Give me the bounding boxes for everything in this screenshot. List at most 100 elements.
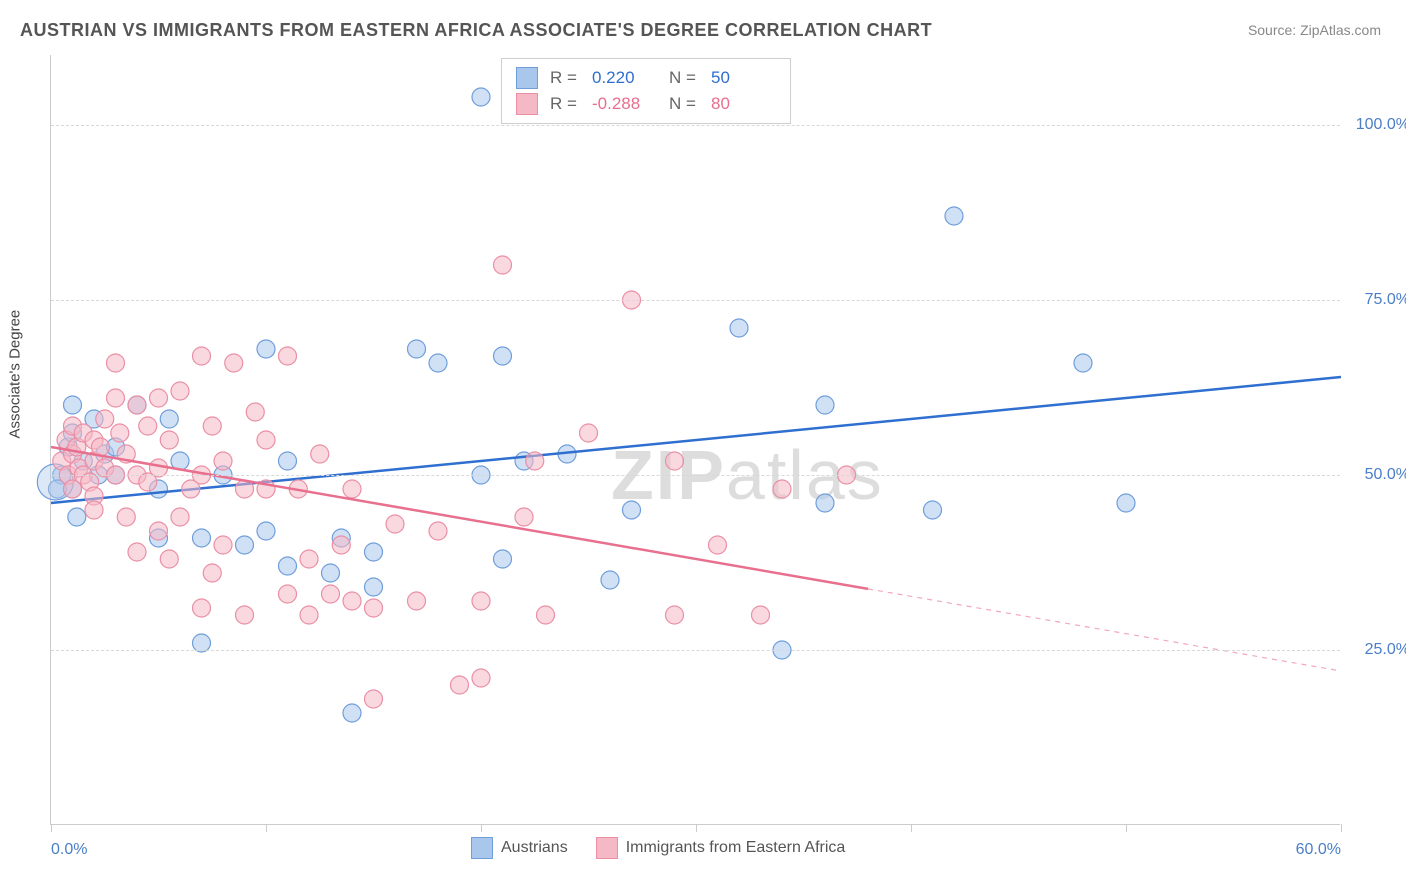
- legend-row-austrians: R = 0.220 N = 50: [516, 65, 776, 91]
- scatter-point: [365, 578, 383, 596]
- scatter-point: [279, 347, 297, 365]
- r-value-immigrants: -0.288: [592, 94, 657, 114]
- legend-label: Austrians: [501, 839, 568, 857]
- scatter-point: [322, 564, 340, 582]
- scatter-point: [171, 508, 189, 526]
- scatter-point: [171, 382, 189, 400]
- scatter-point: [494, 256, 512, 274]
- scatter-point: [193, 529, 211, 547]
- scatter-point: [300, 550, 318, 568]
- scatter-point: [623, 501, 641, 519]
- x-tick: [696, 824, 697, 832]
- scatter-point: [68, 508, 86, 526]
- scatter-point: [246, 403, 264, 421]
- scatter-point: [257, 431, 275, 449]
- scatter-point: [494, 347, 512, 365]
- scatter-point: [107, 389, 125, 407]
- scatter-point: [472, 88, 490, 106]
- scatter-point: [601, 571, 619, 589]
- series-legend: Austrians Immigrants from Eastern Africa: [471, 837, 845, 859]
- scatter-point: [666, 606, 684, 624]
- scatter-point: [64, 396, 82, 414]
- correlation-legend: R = 0.220 N = 50 R = -0.288 N = 80: [501, 58, 791, 124]
- y-tick-label: 75.0%: [1350, 291, 1406, 309]
- grid-line: [51, 125, 1340, 126]
- scatter-point: [322, 585, 340, 603]
- scatter-point: [193, 599, 211, 617]
- scatter-point: [472, 669, 490, 687]
- scatter-point: [451, 676, 469, 694]
- x-tick: [266, 824, 267, 832]
- scatter-point: [773, 480, 791, 498]
- swatch-icon: [596, 837, 618, 859]
- n-label: N =: [669, 68, 699, 88]
- scatter-point: [1074, 354, 1092, 372]
- legend-item-austrians: Austrians: [471, 837, 568, 859]
- scatter-point: [365, 690, 383, 708]
- scatter-point: [365, 599, 383, 617]
- n-label: N =: [669, 94, 699, 114]
- scatter-point: [279, 557, 297, 575]
- swatch-immigrants: [516, 93, 538, 115]
- r-value-austrians: 0.220: [592, 68, 657, 88]
- scatter-point: [311, 445, 329, 463]
- scatter-point: [214, 452, 232, 470]
- scatter-point: [96, 410, 114, 428]
- scatter-point: [117, 508, 135, 526]
- scatter-point: [494, 550, 512, 568]
- swatch-austrians: [516, 67, 538, 89]
- r-label: R =: [550, 94, 580, 114]
- scatter-point: [160, 550, 178, 568]
- scatter-point: [236, 606, 254, 624]
- scatter-point: [332, 536, 350, 554]
- scatter-point: [1117, 494, 1135, 512]
- plot-area: ZIPatlas R = 0.220 N = 50 R = -0.288 N =…: [50, 55, 1340, 825]
- x-tick: [51, 824, 52, 832]
- scatter-point: [343, 592, 361, 610]
- scatter-point: [139, 417, 157, 435]
- scatter-point: [580, 424, 598, 442]
- chart-title: AUSTRIAN VS IMMIGRANTS FROM EASTERN AFRI…: [20, 20, 932, 41]
- y-axis-title: Associate's Degree: [7, 310, 24, 439]
- y-tick-label: 50.0%: [1350, 466, 1406, 484]
- legend-item-immigrants: Immigrants from Eastern Africa: [596, 837, 846, 859]
- scatter-point: [709, 536, 727, 554]
- scatter-point: [150, 522, 168, 540]
- n-value-immigrants: 80: [711, 94, 776, 114]
- scatter-point: [203, 417, 221, 435]
- scatter-point: [365, 543, 383, 561]
- scatter-point: [300, 606, 318, 624]
- scatter-point: [408, 592, 426, 610]
- scatter-point: [752, 606, 770, 624]
- legend-row-immigrants: R = -0.288 N = 80: [516, 91, 776, 117]
- scatter-point: [537, 606, 555, 624]
- scatter-point: [343, 704, 361, 722]
- scatter-point: [85, 501, 103, 519]
- scatter-point: [107, 354, 125, 372]
- x-tick-label: 60.0%: [1296, 841, 1341, 859]
- scatter-point: [128, 543, 146, 561]
- scatter-point: [526, 452, 544, 470]
- swatch-icon: [471, 837, 493, 859]
- chart-canvas: [51, 55, 1340, 824]
- scatter-point: [816, 494, 834, 512]
- scatter-point: [343, 480, 361, 498]
- x-tick-label: 0.0%: [51, 841, 87, 859]
- scatter-point: [128, 396, 146, 414]
- grid-line: [51, 650, 1340, 651]
- grid-line: [51, 475, 1340, 476]
- scatter-point: [236, 536, 254, 554]
- scatter-point: [160, 431, 178, 449]
- scatter-point: [257, 522, 275, 540]
- scatter-point: [257, 340, 275, 358]
- scatter-point: [214, 536, 232, 554]
- y-tick-label: 25.0%: [1350, 641, 1406, 659]
- scatter-point: [666, 452, 684, 470]
- x-tick: [911, 824, 912, 832]
- scatter-point: [279, 452, 297, 470]
- scatter-point: [945, 207, 963, 225]
- x-tick: [1341, 824, 1342, 832]
- source-label: Source: ZipAtlas.com: [1248, 22, 1381, 38]
- scatter-point: [279, 585, 297, 603]
- scatter-point: [429, 522, 447, 540]
